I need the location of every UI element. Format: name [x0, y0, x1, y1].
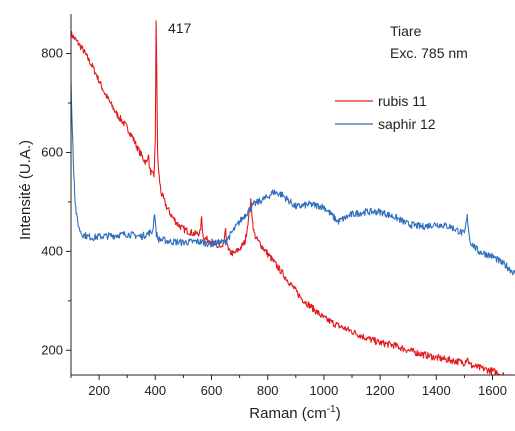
series-line-rubis	[71, 20, 505, 375]
legend: rubis 11 saphir 12	[335, 93, 436, 132]
x-axis-title-sup: -1	[327, 404, 336, 415]
x-tick-label: 600	[201, 383, 223, 398]
x-tick-label: 1600	[478, 383, 507, 398]
y-tick-label: 800	[41, 46, 63, 61]
legend-label-rubis: rubis 11	[378, 93, 427, 109]
x-axis-title-close: )	[336, 405, 341, 422]
legend-label-saphir: saphir 12	[378, 116, 436, 132]
x-axis-title-main: Raman (cm	[249, 405, 327, 422]
x-tick-label: 1000	[309, 383, 338, 398]
x-tick-label: 1400	[422, 383, 451, 398]
y-axis-title: Intensité (U.A.)	[17, 140, 34, 240]
y-tick-label: 200	[41, 342, 63, 357]
peak-label: 417	[168, 20, 192, 36]
y-tick-label: 400	[41, 243, 63, 258]
series-line-saphir	[71, 80, 515, 276]
x-ticks: 200 400 600 800 1000 1200 1400 1600	[70, 375, 507, 398]
annotation-title-line1: Tiare	[390, 23, 422, 39]
y-ticks: 200 400 600 800	[41, 46, 71, 357]
x-tick-label: 400	[144, 383, 166, 398]
y-tick-label: 600	[41, 144, 63, 159]
plot-area	[71, 20, 515, 375]
x-axis-title: Raman (cm-1)	[249, 404, 340, 422]
series-layer	[71, 20, 515, 375]
x-tick-label: 800	[257, 383, 279, 398]
annotation-title-line2: Exc. 785 nm	[390, 45, 468, 61]
x-tick-label: 1200	[366, 383, 395, 398]
x-tick-label: 200	[88, 383, 110, 398]
